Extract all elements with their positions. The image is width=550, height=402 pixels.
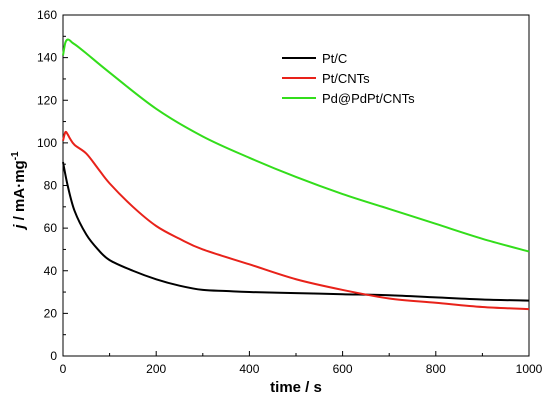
y-axis-title-superscript: -1 (10, 151, 21, 160)
series-line-pt-c (62, 161, 530, 302)
legend: Pt/C Pt/CNTs Pd@PdPt/CNTs (282, 51, 415, 106)
x-tick-label: 800 (426, 362, 446, 376)
axis-ticks (62, 14, 530, 357)
x-tick-label: 0 (60, 362, 67, 376)
y-tick-label: 160 (37, 8, 57, 22)
y-axis-title-rest: / mA·mg (11, 160, 28, 224)
y-tick-label: 20 (44, 306, 58, 320)
y-axis-title-main: j (11, 224, 28, 231)
y-tick-label: 100 (37, 136, 57, 150)
x-axis-title: time / s (270, 379, 322, 396)
x-tick-label: 400 (239, 362, 259, 376)
y-tick-label: 120 (37, 93, 57, 107)
y-axis-title: j / mA·mg-1 (10, 151, 28, 231)
legend-label-pd-pdpt-cnts: Pd@PdPt/CNTs (322, 91, 415, 106)
legend-label-pt-cnts: Pt/CNTs (322, 71, 370, 86)
series-lines (62, 38, 530, 311)
x-tick-label: 1000 (516, 362, 543, 376)
y-tick-label: 0 (50, 349, 57, 363)
x-tick-label: 200 (146, 362, 166, 376)
legend-label-pt-c: Pt/C (322, 51, 347, 66)
y-tick-label: 140 (37, 51, 57, 65)
axis-tick-labels: 0 200 400 600 800 1000 0 20 40 60 80 100 120 140 160 (37, 8, 543, 376)
x-tick-label: 600 (333, 362, 353, 376)
y-tick-label: 60 (44, 221, 58, 235)
series-line-pd-pdpt-cnts (62, 38, 530, 253)
series-line-pt-cnts (62, 130, 530, 311)
y-tick-label: 80 (44, 179, 58, 193)
y-tick-label: 40 (44, 264, 58, 278)
